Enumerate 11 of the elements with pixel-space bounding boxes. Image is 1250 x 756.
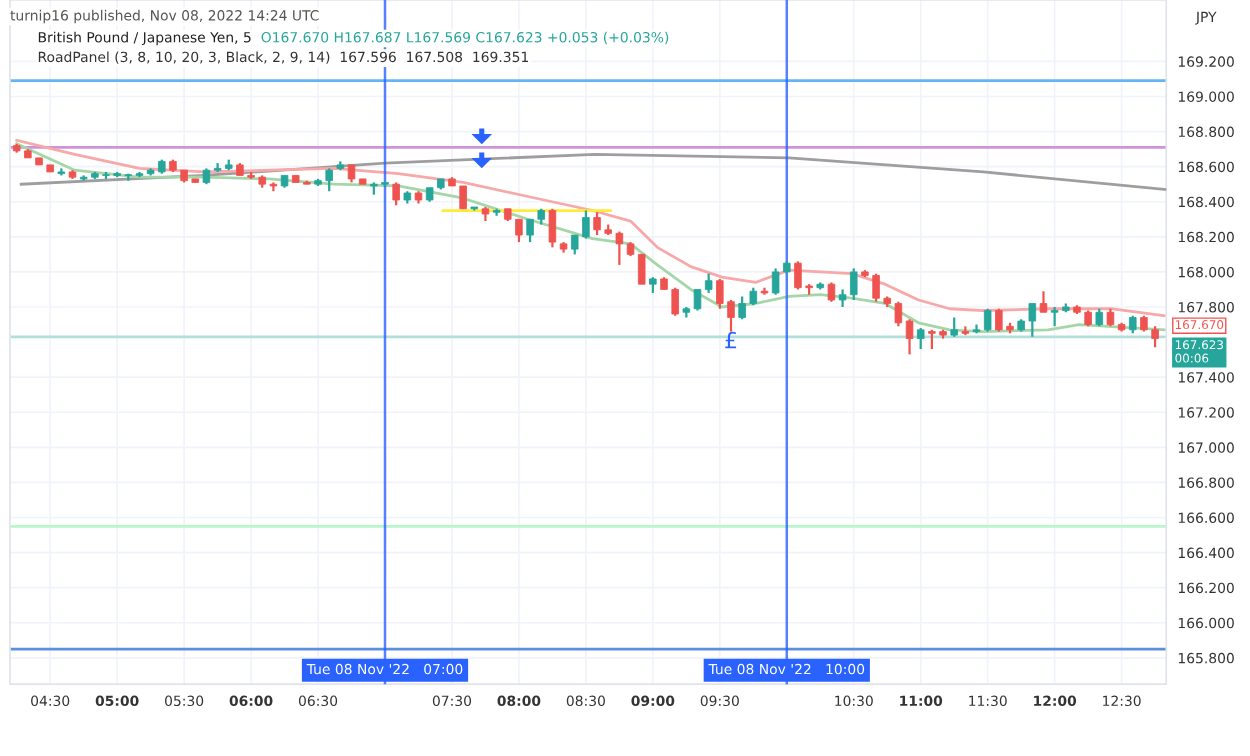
annotation: £ [725, 331, 737, 349]
candlestick [1039, 290, 1048, 314]
candlestick [392, 181, 400, 207]
line-series [19, 152, 1167, 191]
candlestick [693, 288, 702, 312]
candlestick [548, 207, 557, 249]
candlestick [704, 272, 713, 295]
candlestick [950, 316, 958, 338]
candlestick [827, 281, 836, 303]
candlestick [916, 326, 925, 351]
candlestick [905, 318, 914, 356]
